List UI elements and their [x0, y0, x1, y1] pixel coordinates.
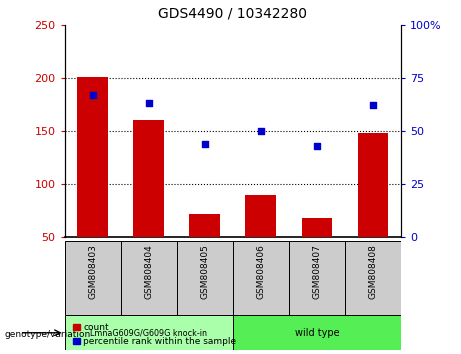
Text: GSM808403: GSM808403: [88, 244, 97, 299]
Bar: [77, 77, 108, 237]
Bar: [233, 241, 289, 319]
Bar: [289, 241, 345, 319]
Bar: [345, 241, 401, 319]
Title: GDS4490 / 10342280: GDS4490 / 10342280: [158, 7, 307, 21]
Text: GSM808408: GSM808408: [368, 244, 378, 299]
Point: [89, 92, 96, 98]
Point: [145, 101, 152, 106]
Point: [201, 141, 208, 147]
Legend: count, percentile rank within the sample: count, percentile rank within the sample: [69, 320, 240, 349]
Point: [257, 128, 265, 134]
Bar: [245, 195, 276, 237]
Text: LmnaG609G/G609G knock-in: LmnaG609G/G609G knock-in: [90, 328, 207, 337]
Bar: [301, 218, 332, 237]
Bar: [189, 214, 220, 237]
Text: wild type: wild type: [295, 328, 339, 338]
Bar: [358, 133, 389, 237]
Bar: [121, 241, 177, 319]
Point: [369, 103, 377, 108]
Text: GSM808407: GSM808407: [313, 244, 321, 299]
Text: GSM808404: GSM808404: [144, 244, 153, 298]
Text: GSM808405: GSM808405: [200, 244, 209, 299]
Text: GSM808406: GSM808406: [256, 244, 266, 299]
Bar: [133, 120, 164, 237]
Bar: [177, 241, 233, 319]
Bar: [65, 315, 233, 350]
Bar: [65, 241, 121, 319]
Text: genotype/variation: genotype/variation: [5, 330, 91, 339]
Point: [313, 143, 321, 149]
Bar: [233, 315, 401, 350]
